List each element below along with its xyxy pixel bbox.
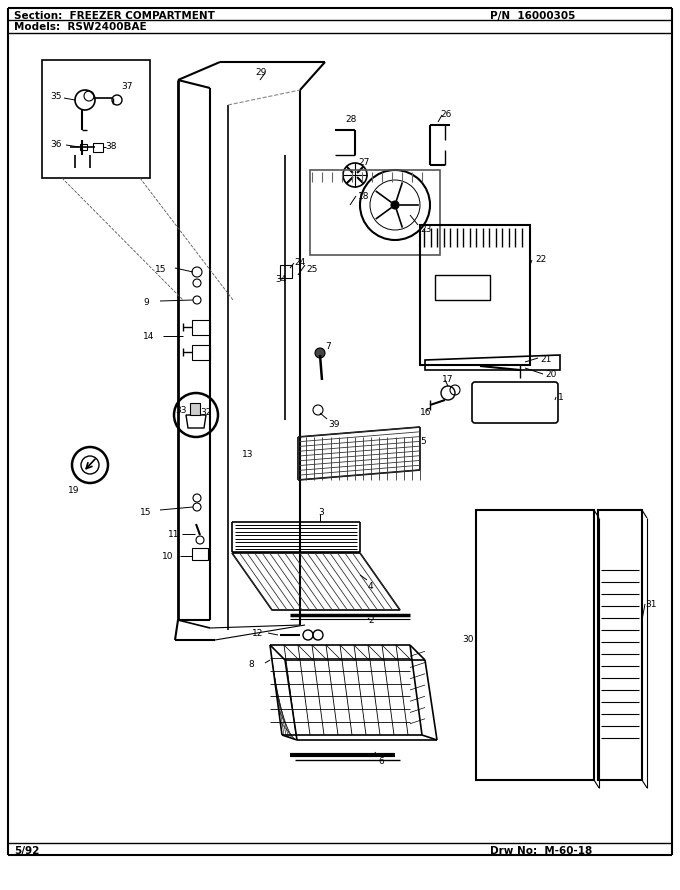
Circle shape (391, 201, 399, 209)
Text: 36: 36 (50, 140, 61, 149)
Text: 29: 29 (255, 68, 267, 77)
Text: 4: 4 (368, 582, 373, 591)
Text: 15: 15 (155, 265, 167, 274)
Text: 12: 12 (252, 629, 263, 638)
Text: 25: 25 (306, 265, 318, 274)
Text: 23: 23 (420, 225, 431, 234)
Text: 19: 19 (68, 486, 80, 495)
Text: 33: 33 (175, 406, 186, 415)
Text: 11: 11 (168, 530, 180, 539)
Text: 20: 20 (545, 370, 556, 379)
Text: 6: 6 (378, 757, 384, 766)
Text: 18: 18 (358, 192, 369, 201)
Text: 37: 37 (121, 82, 133, 91)
Text: Models:  RSW2400BAE: Models: RSW2400BAE (14, 22, 147, 32)
Text: 27: 27 (358, 158, 369, 167)
Text: 32: 32 (200, 408, 211, 417)
Text: 14: 14 (143, 332, 154, 341)
Text: 15: 15 (140, 508, 152, 517)
Text: 39: 39 (328, 420, 339, 429)
Text: 24: 24 (294, 258, 305, 267)
Text: 30: 30 (462, 635, 473, 644)
Text: Drw No:  M-60-18: Drw No: M-60-18 (490, 846, 592, 856)
Text: 31: 31 (645, 600, 656, 609)
Text: 35: 35 (50, 92, 61, 101)
Text: 8: 8 (248, 660, 254, 669)
Text: 28: 28 (345, 115, 356, 124)
Polygon shape (190, 403, 200, 415)
Text: 17: 17 (442, 375, 454, 384)
Text: Section:  FREEZER COMPARTMENT: Section: FREEZER COMPARTMENT (14, 11, 215, 21)
Text: 16: 16 (420, 408, 432, 417)
Text: P/N  16000305: P/N 16000305 (490, 11, 575, 21)
Text: 7: 7 (325, 342, 330, 351)
Text: 13: 13 (242, 450, 254, 459)
Text: 38: 38 (105, 142, 116, 151)
Text: 5: 5 (420, 437, 426, 446)
Text: 3: 3 (318, 508, 324, 517)
Text: 10: 10 (162, 552, 173, 561)
Text: 9: 9 (143, 298, 149, 307)
Text: 5/92: 5/92 (14, 846, 39, 856)
Circle shape (315, 348, 325, 358)
Text: 34: 34 (275, 275, 286, 284)
Text: 22: 22 (535, 255, 546, 264)
Text: 21: 21 (540, 355, 551, 364)
Text: 1: 1 (558, 393, 564, 402)
Text: 26: 26 (440, 110, 452, 119)
Text: 2: 2 (368, 616, 373, 625)
